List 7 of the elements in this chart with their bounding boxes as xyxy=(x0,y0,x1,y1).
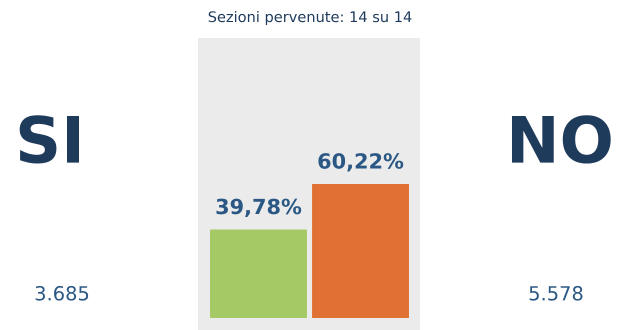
x-tick-label: SI xyxy=(20,115,80,164)
x-tick-label: NO xyxy=(512,115,611,164)
data-label: 39,78% xyxy=(216,198,302,217)
data-label: 60,22% xyxy=(318,153,404,172)
chart-title: Sezioni pervenute: 14 su 14 xyxy=(208,10,412,26)
annotation: 3.685 xyxy=(36,286,88,301)
annotation: 5.578 xyxy=(530,286,582,301)
